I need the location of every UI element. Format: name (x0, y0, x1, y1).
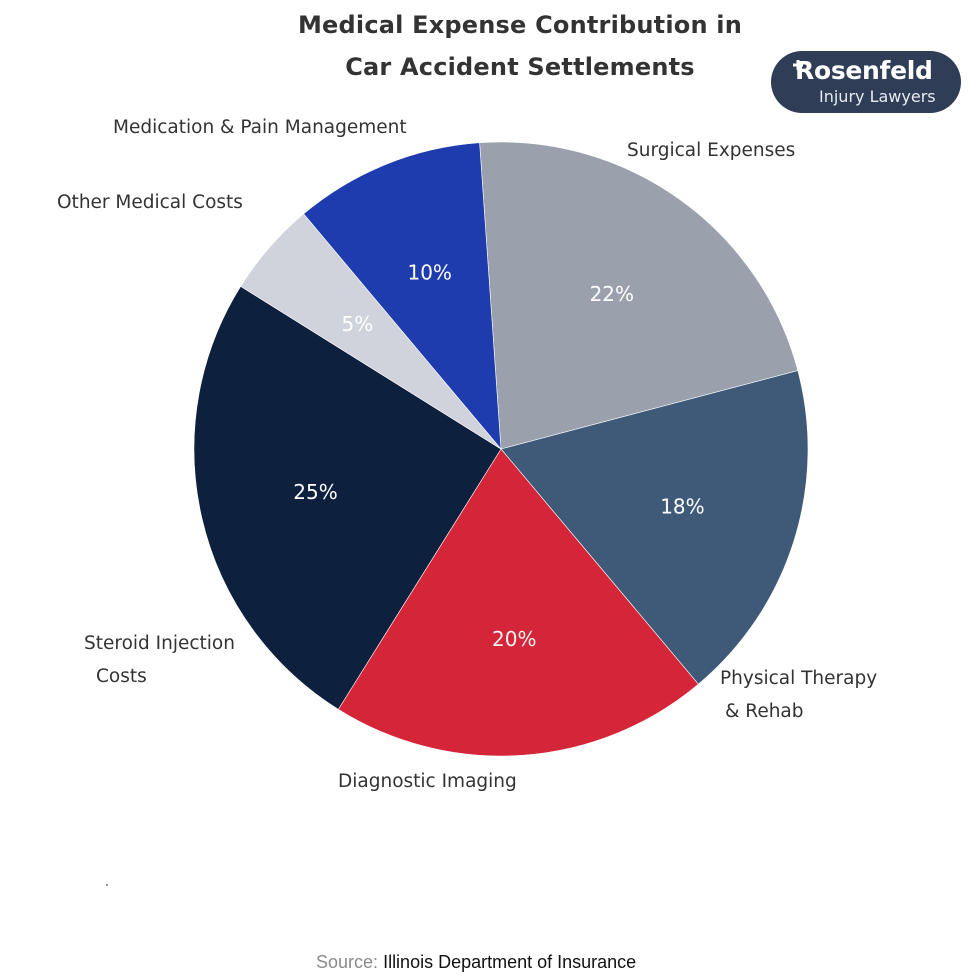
source-line: Source: Illinois Department of Insurance (316, 952, 636, 973)
category-label-steroid-injection-costs: Steroid Injection Costs (84, 633, 235, 687)
chart-title-line-2: Car Accident Settlements (345, 53, 695, 81)
category-label-physical-therapy-and-rehab: Physical Therapy & Rehab (720, 668, 877, 722)
category-label-surgical-expenses: Surgical Expenses (627, 140, 795, 161)
category-label-line: Other Medical Costs (57, 192, 243, 213)
pct-label-diagnostic-imaging: 20% (492, 627, 536, 651)
pct-label-steroid-injection-costs: 25% (293, 480, 337, 504)
source-value[interactable]: Illinois Department of Insurance (383, 952, 637, 972)
category-label-diagnostic-imaging: Diagnostic Imaging (338, 771, 517, 792)
category-label-medication-and-pain-management: Medication & Pain Management (113, 117, 407, 138)
slice-medication-and-pain-management[interactable] (303, 142, 502, 450)
pct-label-other-medical-costs: 5% (341, 312, 373, 336)
stray-dot (106, 884, 108, 886)
category-label-line: Medication & Pain Management (113, 117, 407, 138)
category-label-line: Surgical Expenses (627, 140, 795, 161)
pct-label-physical-therapy-and-rehab: 18% (660, 495, 704, 519)
pie-percent-labels: 22% 18% 20% 25% 5% 10% (293, 261, 704, 651)
slice-surgical-expenses[interactable] (479, 141, 799, 450)
pie-slices (193, 141, 809, 757)
category-label-line: Diagnostic Imaging (338, 771, 517, 792)
rosenfeld-logo[interactable]: Rosenfeld Injury Lawyers (771, 51, 961, 113)
pct-label-surgical-expenses: 22% (590, 282, 634, 306)
category-label-line: Steroid Injection (84, 633, 235, 654)
slice-physical-therapy-and-rehab[interactable] (500, 370, 809, 685)
logo-tagline: Injury Lawyers (819, 87, 936, 106)
category-label-line: & Rehab (725, 701, 804, 722)
pie-category-labels: Surgical Expenses Physical Therapy & Rehab… (57, 117, 877, 792)
source-label: Source: (316, 952, 379, 972)
category-label-line: Costs (96, 666, 147, 687)
slice-diagnostic-imaging[interactable] (337, 448, 699, 757)
category-label-line: Physical Therapy (720, 668, 877, 689)
logo-brand: Rosenfeld (795, 56, 933, 85)
category-label-other-medical-costs: Other Medical Costs (57, 192, 243, 213)
logo-cross-icon (793, 60, 803, 70)
slice-steroid-injection-costs[interactable] (193, 285, 502, 710)
chart-title-line-1: Medical Expense Contribution in (297, 11, 743, 39)
pct-label-medication-and-pain-management: 10% (407, 261, 451, 285)
